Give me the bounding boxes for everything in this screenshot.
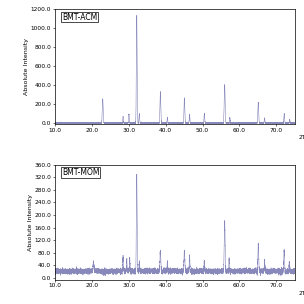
Y-axis label: Absolute Intensity: Absolute Intensity [28, 194, 33, 250]
Text: 2Theta: 2Theta [299, 291, 304, 296]
Y-axis label: Absolute Intensity: Absolute Intensity [24, 38, 29, 95]
Text: BMT-ACM: BMT-ACM [62, 12, 97, 22]
Text: BMT-MOM: BMT-MOM [62, 168, 99, 177]
Text: 2Theta: 2Theta [299, 135, 304, 140]
